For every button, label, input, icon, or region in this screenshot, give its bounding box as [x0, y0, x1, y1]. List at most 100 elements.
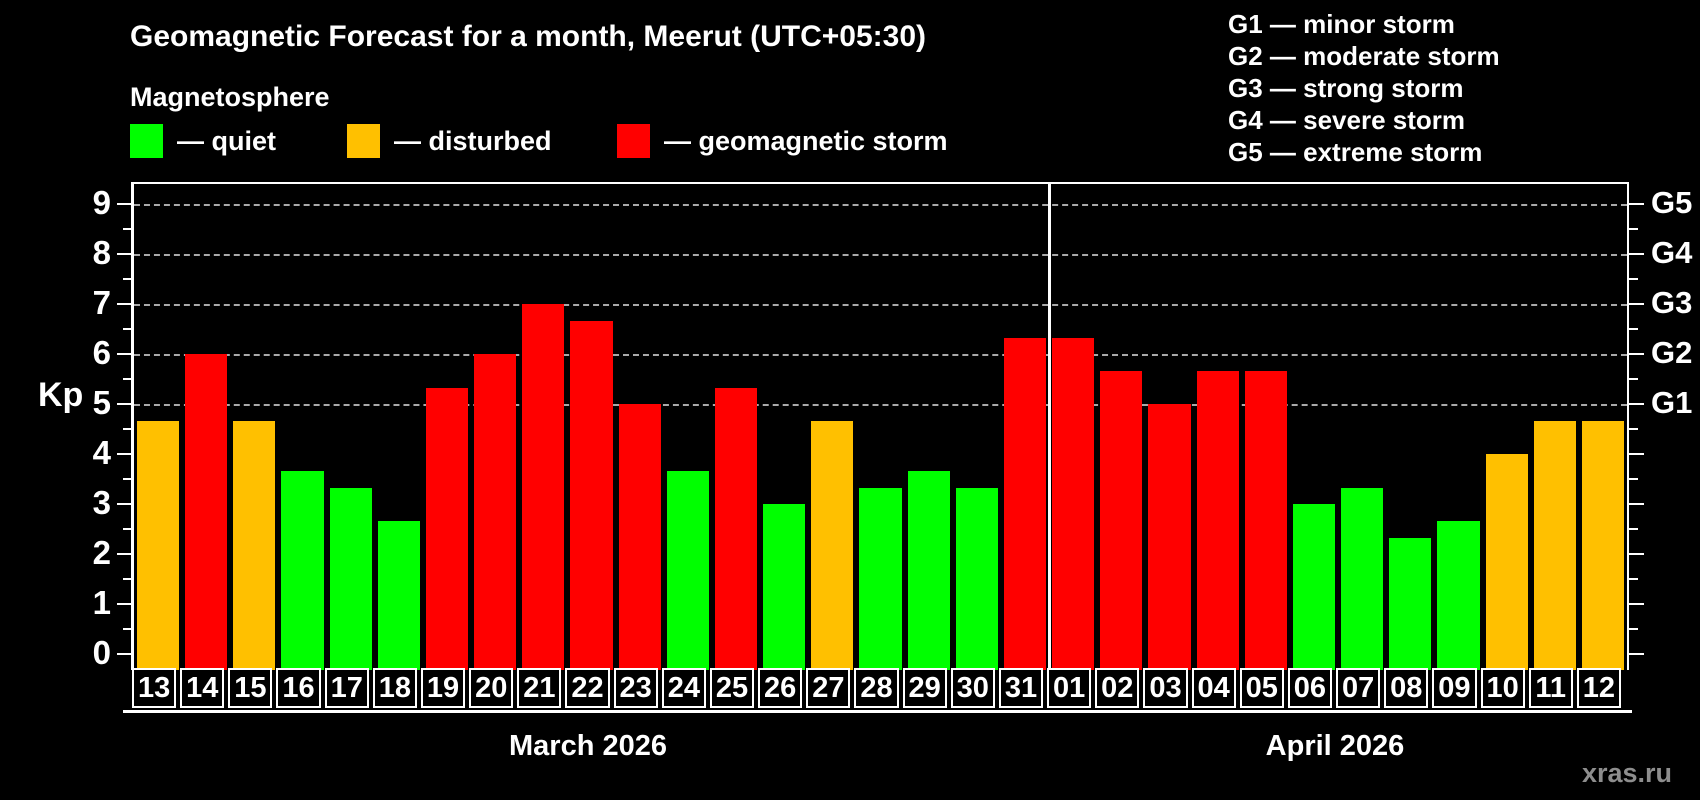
bar-day-10-disturbed [1485, 454, 1528, 670]
legend-item-storm: — geomagnetic storm [617, 124, 948, 158]
day-label-25: 25 [709, 668, 755, 708]
bar-day-12-disturbed [1581, 420, 1624, 670]
gridline-kp-6 [134, 354, 1627, 356]
chart-subtitle: Magnetosphere [130, 82, 330, 112]
day-label-07: 07 [1336, 668, 1381, 708]
left-axis-tick-3.5 [123, 478, 134, 480]
right-axis-label-g2: G2 [1651, 335, 1693, 370]
gridline-kp-5 [134, 404, 1627, 406]
y-axis-tick-label-8: 8 [92, 234, 111, 271]
bar-day-11-disturbed [1533, 420, 1576, 670]
legend-storm-label: — geomagnetic storm [664, 125, 948, 156]
bar-day-01-storm [1052, 337, 1095, 670]
left-axis-tick-8.5 [123, 228, 134, 230]
day-label-22: 22 [565, 668, 610, 708]
bar-day-26-quiet [763, 504, 806, 670]
month-label-april: April 2026 [1265, 730, 1405, 762]
bar-day-04-storm [1196, 370, 1239, 670]
left-axis-tick-8 [117, 253, 134, 255]
bar-day-06-quiet [1292, 504, 1336, 670]
day-label-15: 15 [228, 668, 273, 708]
bar-day-05-storm [1244, 370, 1287, 670]
day-label-09: 09 [1432, 668, 1477, 708]
left-axis-tick-9 [117, 203, 134, 205]
day-label-06: 06 [1287, 668, 1333, 708]
y-axis-tick-label-6: 6 [92, 334, 111, 371]
y-axis-tick-label-9: 9 [92, 184, 111, 221]
bar-day-08-quiet [1389, 537, 1432, 670]
kp-bar-chart-plot-area: 0 1 2 3 4 5 6 7 8 9 G1 G2 G3 G4 G5 [93, 182, 1692, 671]
day-label-11: 11 [1528, 668, 1573, 708]
right-axis-tick-5 [1627, 403, 1644, 405]
month-label-march: March 2026 [509, 730, 667, 762]
bar-day-31-storm [1003, 337, 1047, 670]
day-label-03: 03 [1143, 668, 1188, 708]
y-axis-tick-label-2: 2 [92, 534, 111, 571]
right-axis-tick-4.5 [1627, 428, 1638, 430]
left-axis-tick-5 [117, 403, 134, 405]
bar-day-27-disturbed [811, 420, 854, 670]
right-axis-tick-6 [1627, 353, 1644, 355]
bar-day-09-quiet [1437, 520, 1480, 670]
day-label-24: 24 [661, 668, 706, 708]
g1-legend-line: G1 — minor storm [1228, 9, 1455, 39]
bar-day-23-storm [618, 404, 661, 670]
bar-day-20-storm [474, 354, 517, 670]
day-label-12: 12 [1576, 668, 1621, 708]
bar-day-07-quiet [1341, 487, 1384, 670]
right-axis-tick-7.5 [1627, 278, 1638, 280]
day-label-18: 18 [372, 668, 417, 708]
day-label-23: 23 [613, 668, 658, 708]
bar-day-29-quiet [907, 470, 950, 670]
bar-day-25-storm [714, 387, 758, 670]
day-label-13: 13 [132, 668, 177, 708]
g4-legend-line: G4 — severe storm [1228, 105, 1466, 135]
y-axis-tick-label-0: 0 [92, 634, 111, 671]
left-axis-tick-5.5 [123, 378, 134, 380]
day-label-28: 28 [854, 668, 899, 708]
left-axis-tick-4.5 [123, 428, 134, 430]
day-label-08: 08 [1384, 668, 1429, 708]
y-axis-tick-label-1: 1 [92, 584, 111, 621]
legend-item-quiet: — quiet [130, 124, 276, 158]
right-axis-tick-2.5 [1627, 528, 1638, 530]
bar-day-16-quiet [281, 470, 324, 670]
day-label-21: 21 [517, 668, 562, 708]
left-axis-tick-0.5 [123, 628, 134, 630]
right-axis-tick-0 [1627, 653, 1644, 655]
day-label-05: 05 [1239, 668, 1284, 708]
day-label-02: 02 [1095, 668, 1140, 708]
right-axis-tick-1 [1627, 603, 1644, 605]
bar-day-15-disturbed [233, 420, 276, 670]
right-axis-label-g5: G5 [1651, 185, 1693, 220]
left-axis-tick-3 [117, 503, 134, 505]
left-axis-tick-2.5 [123, 528, 134, 530]
day-label-04: 04 [1191, 668, 1236, 708]
quiet-swatch-icon [130, 124, 163, 158]
right-axis-label-g4: G4 [1651, 235, 1693, 270]
right-axis-label-g3: G3 [1651, 285, 1693, 320]
bar-day-22-storm [570, 320, 613, 670]
y-axis-tick-label-4: 4 [92, 434, 111, 471]
right-axis-label-g1: G1 [1651, 385, 1693, 420]
left-axis-tick-1.5 [123, 578, 134, 580]
left-axis-tick-6.5 [123, 328, 134, 330]
page-title: Geomagnetic Forecast for a month, Meerut… [130, 20, 926, 53]
gridline-kp-9 [134, 204, 1627, 206]
day-label-31: 31 [998, 668, 1044, 708]
right-axis-tick-7 [1627, 303, 1644, 305]
bar-day-18-quiet [377, 520, 420, 670]
day-label-14: 14 [180, 668, 225, 708]
bar-day-17-quiet [329, 487, 372, 670]
left-axis-tick-4 [117, 453, 134, 455]
left-axis-tick-1 [117, 603, 134, 605]
right-axis-tick-4 [1627, 453, 1644, 455]
day-label-17: 17 [324, 668, 369, 708]
right-axis-tick-8.5 [1627, 228, 1638, 230]
left-axis-tick-7.5 [123, 278, 134, 280]
day-label-01: 01 [1047, 668, 1092, 708]
right-axis-tick-0.5 [1627, 628, 1638, 630]
bar-day-28-quiet [859, 487, 902, 670]
right-axis-tick-8 [1627, 253, 1644, 255]
disturbed-swatch-icon [347, 124, 380, 158]
